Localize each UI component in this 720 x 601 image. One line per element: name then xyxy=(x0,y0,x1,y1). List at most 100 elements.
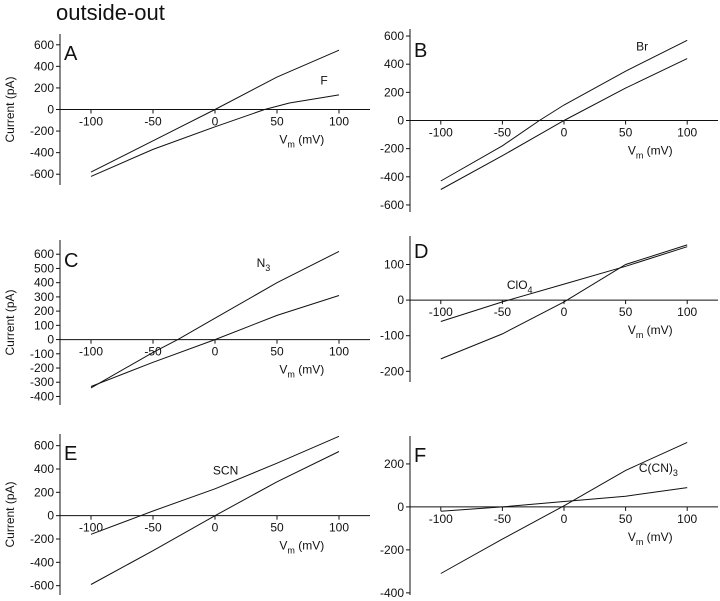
y-axis-label: Current (pA) xyxy=(3,289,17,355)
x-tick-label: -50 xyxy=(494,126,512,140)
x-tick-label: 100 xyxy=(677,512,697,526)
y-tick-label: 200 xyxy=(384,457,404,471)
y-tick-label: 100 xyxy=(34,318,54,332)
y-tick-label: -200 xyxy=(380,543,404,557)
series-line-1 xyxy=(440,441,688,574)
x-tick-label: 0 xyxy=(212,115,219,129)
x-tick-label: 0 xyxy=(212,345,219,359)
x-axis-label: Vm (mV) xyxy=(279,363,324,380)
y-tick-label: -600 xyxy=(380,198,404,212)
x-tick-label: 50 xyxy=(619,126,633,140)
y-tick-label: 600 xyxy=(384,29,404,43)
series-label: N3 xyxy=(257,256,271,273)
panel-letter: C xyxy=(64,250,78,272)
panel-f: -400 -200 0 200 -100 -50 0 50 100 Vm (mV) F C(CN)3 xyxy=(380,436,718,600)
x-tick-label: -100 xyxy=(79,115,103,129)
x-tick-label: 100 xyxy=(329,115,349,129)
y-tick-label: -300 xyxy=(30,375,54,389)
series-line-2 xyxy=(90,451,340,585)
x-tick-label: 100 xyxy=(677,126,697,140)
y-tick-label: 200 xyxy=(384,85,404,99)
series-label: F xyxy=(320,74,327,88)
y-tick-label: -600 xyxy=(30,579,54,593)
y-tick-label: 600 xyxy=(34,439,54,453)
y-axis-label: Current (pA) xyxy=(3,76,17,142)
y-tick-label: 400 xyxy=(34,462,54,476)
x-tick-label: 50 xyxy=(270,521,284,535)
y-tick-label: -200 xyxy=(380,142,404,156)
y-tick-label: 200 xyxy=(34,81,54,95)
x-tick-label: -100 xyxy=(79,345,103,359)
series-line-2 xyxy=(90,94,340,177)
series-line-1 xyxy=(90,435,340,535)
x-axis-label: Vm (mV) xyxy=(628,323,673,340)
y-tick-label: 300 xyxy=(34,290,54,304)
y-tick-label: -200 xyxy=(30,532,54,546)
y-tick-label: 200 xyxy=(34,485,54,499)
series-line-1 xyxy=(90,250,340,389)
y-tick-label: -200 xyxy=(380,364,404,378)
y-tick-label: 400 xyxy=(384,57,404,71)
y-tick-label: 400 xyxy=(34,59,54,73)
series-label: Br xyxy=(636,40,648,54)
y-tick-label: -100 xyxy=(380,329,404,343)
y-tick-label: 200 xyxy=(34,304,54,318)
x-axis-label: Vm (mV) xyxy=(628,144,673,161)
y-tick-label: 600 xyxy=(34,38,54,52)
y-tick-label: -400 xyxy=(30,389,54,403)
panel-b: -600 -400 -200 0 200 400 600 -100 -50 0 50 100 Vm (m… xyxy=(380,29,718,212)
x-tick-label: 0 xyxy=(561,512,568,526)
x-tick-label: 50 xyxy=(270,115,284,129)
y-tick-label: 0 xyxy=(397,114,404,128)
x-tick-label: -100 xyxy=(429,305,453,319)
x-axis-label: Vm (mV) xyxy=(279,539,324,556)
panel-letter: F xyxy=(414,445,426,467)
panel-letter: A xyxy=(64,43,78,65)
x-axis-label: Vm (mV) xyxy=(628,530,673,547)
y-tick-label: 600 xyxy=(34,247,54,261)
y-tick-label: -200 xyxy=(30,361,54,375)
panel-letter: E xyxy=(64,443,77,465)
y-tick-label: 0 xyxy=(397,293,404,307)
series-line-2 xyxy=(440,244,688,360)
y-tick-label: 400 xyxy=(34,276,54,290)
x-tick-label: 100 xyxy=(329,521,349,535)
y-tick-label: 0 xyxy=(47,509,54,523)
x-tick-label: 50 xyxy=(270,345,284,359)
x-tick-label: -100 xyxy=(79,521,103,535)
x-tick-label: -50 xyxy=(494,305,512,319)
y-axis-label: Current (pA) xyxy=(3,481,17,547)
y-tick-label: 0 xyxy=(47,103,54,117)
x-tick-label: 100 xyxy=(329,345,349,359)
panel-c: -400-300-200-1000100200300400500600-100-… xyxy=(3,240,370,405)
y-tick-label: 500 xyxy=(34,261,54,275)
y-tick-label: -200 xyxy=(30,124,54,138)
series-label: ClO4 xyxy=(507,278,533,295)
panel-letter: D xyxy=(414,241,428,263)
x-tick-label: -50 xyxy=(144,115,162,129)
series-line-2 xyxy=(90,295,340,387)
y-tick-label: 100 xyxy=(384,257,404,271)
x-tick-label: 0 xyxy=(212,521,219,535)
x-tick-label: 0 xyxy=(561,126,568,140)
y-tick-label: 0 xyxy=(397,500,404,514)
y-tick-label: -400 xyxy=(30,146,54,160)
x-tick-label: 50 xyxy=(619,512,633,526)
panel-d: -200 -100 0 100 -100 -50 0 50 100 Vm (mV) D ClO4 xyxy=(380,236,718,382)
series-line-1 xyxy=(440,39,688,182)
series-line-1 xyxy=(90,49,340,173)
x-axis-label: Vm (mV) xyxy=(279,133,324,150)
x-tick-label: -50 xyxy=(494,512,512,526)
y-tick-label: -400 xyxy=(30,555,54,569)
y-tick-label: -400 xyxy=(380,586,404,600)
y-tick-label: -600 xyxy=(30,167,54,181)
x-tick-label: -50 xyxy=(144,521,162,535)
panel-a: -600 -400 -200 0 200 400 600 -100 -50 0 50 100 Vm (m… xyxy=(3,34,370,185)
y-tick-label: -100 xyxy=(30,347,54,361)
x-tick-label: -100 xyxy=(429,126,453,140)
x-tick-label: 0 xyxy=(561,305,568,319)
panel-letter: B xyxy=(414,40,427,62)
series-line-2 xyxy=(440,487,688,512)
series-line-1 xyxy=(440,246,688,322)
